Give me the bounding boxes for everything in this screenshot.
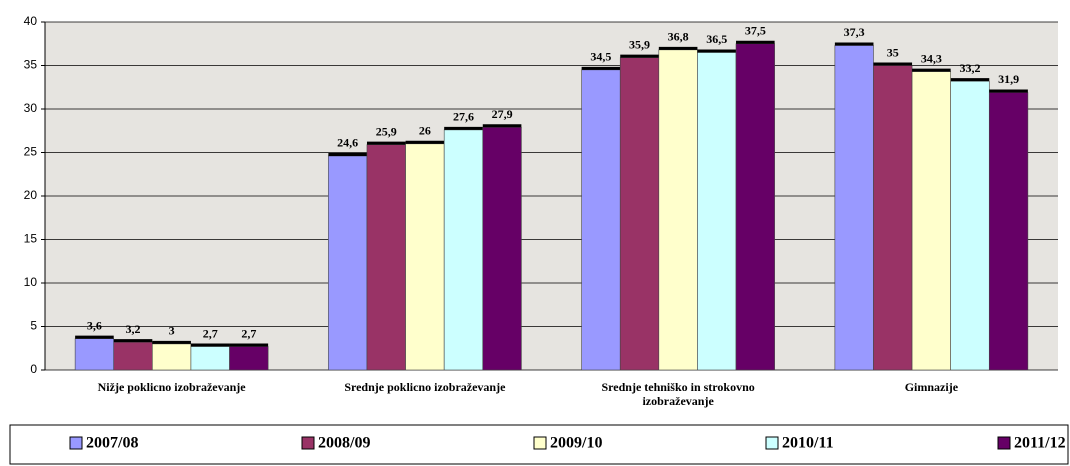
y-tick-label: 35 bbox=[24, 58, 38, 72]
bar bbox=[113, 341, 153, 371]
value-label: 34,5 bbox=[590, 50, 611, 64]
legend-swatch bbox=[765, 436, 779, 450]
value-label: 37,5 bbox=[745, 24, 766, 38]
legend-label: 2011/12 bbox=[1014, 435, 1066, 452]
y-tick-label: 30 bbox=[24, 101, 38, 115]
value-label: 2,7 bbox=[203, 326, 218, 340]
value-label: 27,9 bbox=[492, 107, 513, 121]
y-tick-label: 15 bbox=[24, 232, 38, 246]
bar bbox=[366, 144, 406, 371]
bar bbox=[229, 346, 269, 371]
value-label: 36,8 bbox=[668, 30, 689, 44]
bar bbox=[190, 346, 230, 371]
value-label: 25,9 bbox=[376, 124, 397, 138]
y-tick-label: 5 bbox=[30, 319, 37, 333]
value-label: 37,3 bbox=[844, 25, 865, 39]
bar bbox=[911, 71, 951, 371]
value-label: 35,9 bbox=[629, 37, 650, 51]
value-label: 35 bbox=[887, 45, 899, 59]
x-tick-label: Nižje poklicno izobraževanje bbox=[97, 380, 246, 394]
x-tick-label: Srednje poklicno izobraževanje bbox=[344, 380, 506, 394]
bar bbox=[482, 126, 522, 371]
value-label: 36,5 bbox=[706, 32, 727, 46]
legend-swatch bbox=[533, 436, 547, 450]
legend-label: 2009/10 bbox=[550, 435, 602, 452]
legend-label: 2010/11 bbox=[782, 435, 834, 452]
value-label: 34,3 bbox=[921, 51, 942, 65]
x-tick-label: Srednje tehniško in strokovno izobraževa… bbox=[601, 380, 755, 408]
bar bbox=[873, 65, 913, 371]
bar bbox=[443, 129, 484, 371]
y-tick-label: 25 bbox=[24, 145, 38, 159]
value-label: 33,2 bbox=[959, 61, 980, 75]
x-tick-label: Gimnazije bbox=[904, 380, 959, 394]
bar bbox=[834, 45, 874, 371]
bar bbox=[328, 155, 368, 371]
legend-swatch bbox=[69, 436, 83, 450]
value-label: 24,6 bbox=[337, 136, 358, 150]
value-label: 2,7 bbox=[241, 326, 256, 340]
value-label: 3,6 bbox=[87, 318, 102, 332]
value-label: 26 bbox=[419, 124, 431, 138]
bar bbox=[988, 92, 1029, 371]
legend-label: 2008/09 bbox=[318, 435, 370, 452]
y-tick-label: 10 bbox=[24, 275, 38, 289]
bar bbox=[735, 43, 775, 371]
value-label: 3 bbox=[169, 324, 175, 338]
y-tick-label: 40 bbox=[24, 14, 38, 28]
bar bbox=[405, 143, 445, 371]
y-tick-label: 20 bbox=[24, 188, 38, 202]
legend-swatch bbox=[997, 436, 1011, 450]
bar bbox=[74, 338, 115, 371]
bar bbox=[658, 49, 698, 371]
bar bbox=[152, 343, 192, 371]
bar bbox=[581, 69, 621, 371]
y-tick-label: 0 bbox=[30, 362, 37, 376]
legend-label: 2007/08 bbox=[86, 435, 138, 452]
bar bbox=[950, 80, 990, 371]
value-label: 27,6 bbox=[453, 110, 474, 124]
value-label: 3,2 bbox=[126, 322, 141, 336]
legend-swatch bbox=[301, 436, 315, 450]
bar bbox=[697, 52, 737, 371]
bar bbox=[619, 57, 660, 371]
value-label: 31,9 bbox=[998, 72, 1019, 86]
